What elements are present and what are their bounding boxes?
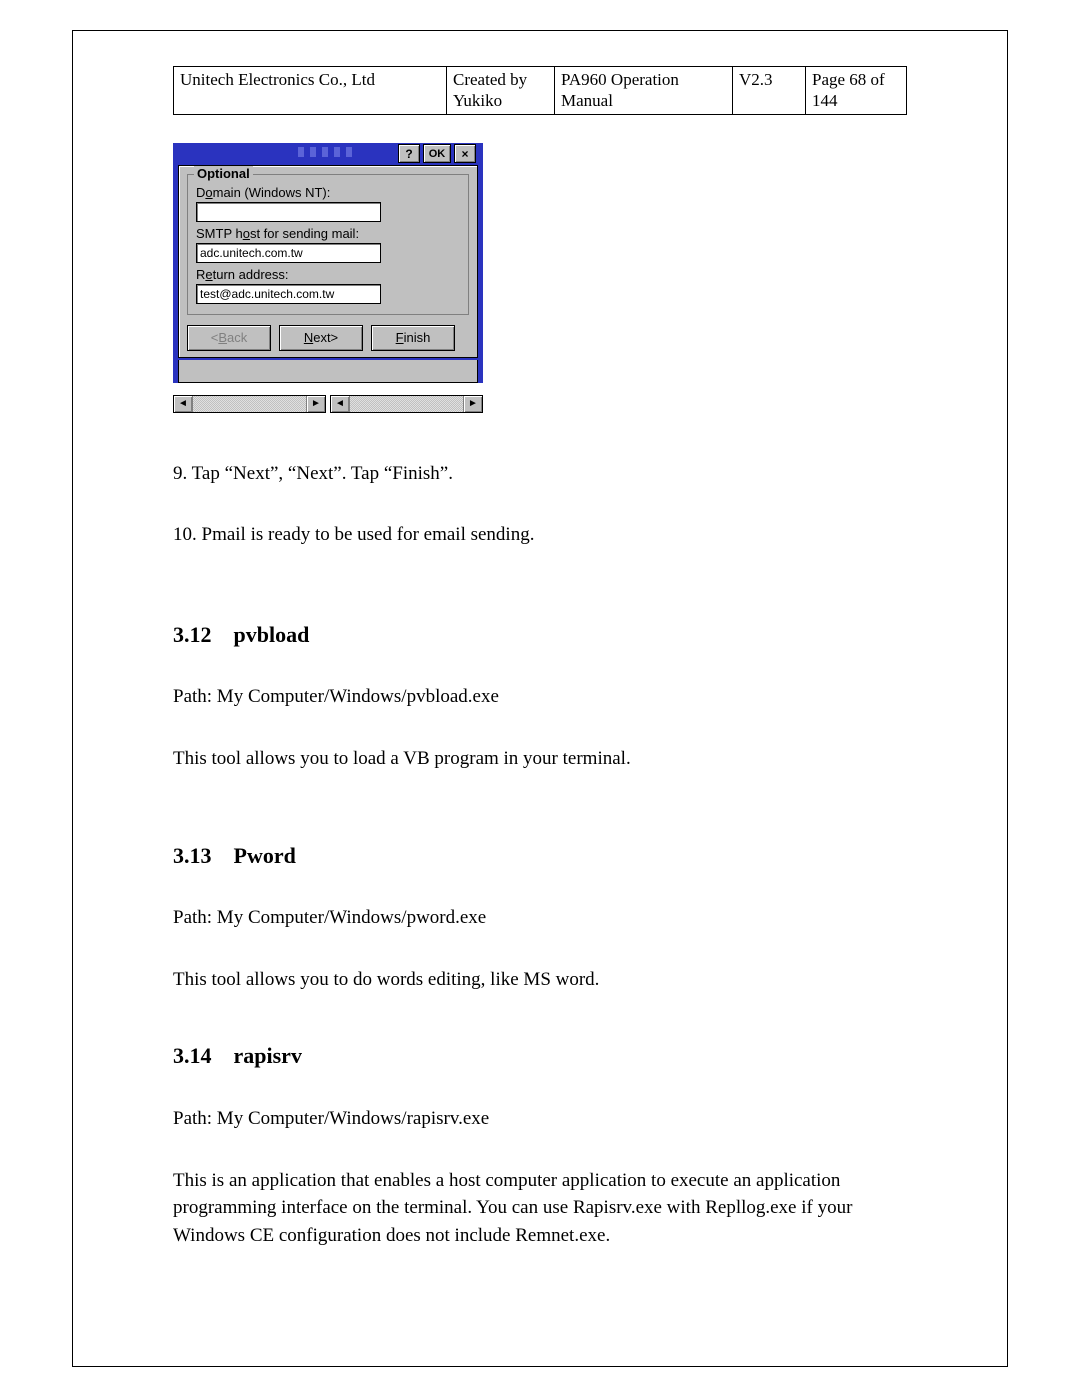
next-button[interactable]: Next>	[279, 325, 363, 351]
smtp-label: SMTP host for sending mail:	[196, 226, 460, 241]
pvbload-path: Path: My Computer/Windows/pvbload.exe	[173, 683, 907, 711]
section-rapisrv-title: 3.14 rapisrv	[173, 1041, 907, 1071]
rapisrv-desc: This is an application that enables a ho…	[173, 1167, 907, 1250]
pvbload-desc: This tool allows you to load a VB progra…	[173, 745, 907, 773]
dialog-lower-bar	[178, 360, 478, 383]
return-input[interactable]: test@adc.unitech.com.tw	[196, 284, 381, 304]
header-version: V2.3	[733, 67, 806, 115]
groupbox-legend: Optional	[194, 166, 253, 181]
domain-input[interactable]	[196, 202, 381, 222]
scroll-right-arrow-icon[interactable]: ►	[306, 396, 325, 412]
header-doc: PA960 Operation Manual	[555, 67, 733, 115]
header-page: Page 68 of 144	[806, 67, 907, 115]
return-label: Return address:	[196, 267, 460, 282]
document-header-table: Unitech Electronics Co., Ltd Created by …	[173, 66, 907, 115]
scroll-left-arrow-icon[interactable]: ◄	[331, 396, 350, 412]
pword-desc: This tool allows you to do words editing…	[173, 966, 907, 994]
header-company: Unitech Electronics Co., Ltd	[174, 67, 447, 115]
scroll-left-arrow-icon[interactable]: ◄	[174, 396, 193, 412]
section-pword-title: 3.13 Pword	[173, 841, 907, 871]
rapisrv-path: Path: My Computer/Windows/rapisrv.exe	[173, 1105, 907, 1133]
dialog-titlebar: ? OK ×	[178, 143, 478, 165]
finish-button[interactable]: Finish	[371, 325, 455, 351]
scroll-track[interactable]	[193, 396, 306, 412]
optional-groupbox: Optional Domain (Windows NT): SMTP host …	[187, 174, 469, 315]
scroll-right-arrow-icon[interactable]: ►	[463, 396, 482, 412]
step-10: 10. Pmail is ready to be used for email …	[173, 522, 907, 548]
wince-dialog-screenshot: ? OK × Optional Domain (Windows NT): SMT…	[173, 143, 483, 413]
pword-path: Path: My Computer/Windows/pword.exe	[173, 904, 907, 932]
hscroll-left[interactable]: ◄ ►	[173, 395, 326, 413]
step-9: 9. Tap “Next”, “Next”. Tap “Finish”.	[173, 461, 907, 487]
smtp-input[interactable]: adc.unitech.com.tw	[196, 243, 381, 263]
hscroll-right[interactable]: ◄ ►	[330, 395, 483, 413]
scroll-track[interactable]	[350, 396, 463, 412]
close-icon[interactable]: ×	[454, 144, 476, 163]
ok-button[interactable]: OK	[423, 144, 451, 163]
section-pvbload-title: 3.12 pvbload	[173, 620, 907, 650]
domain-label: Domain (Windows NT):	[196, 185, 460, 200]
help-icon[interactable]: ?	[398, 144, 420, 163]
back-button: <Back	[187, 325, 271, 351]
header-created: Created by Yukiko	[447, 67, 555, 115]
